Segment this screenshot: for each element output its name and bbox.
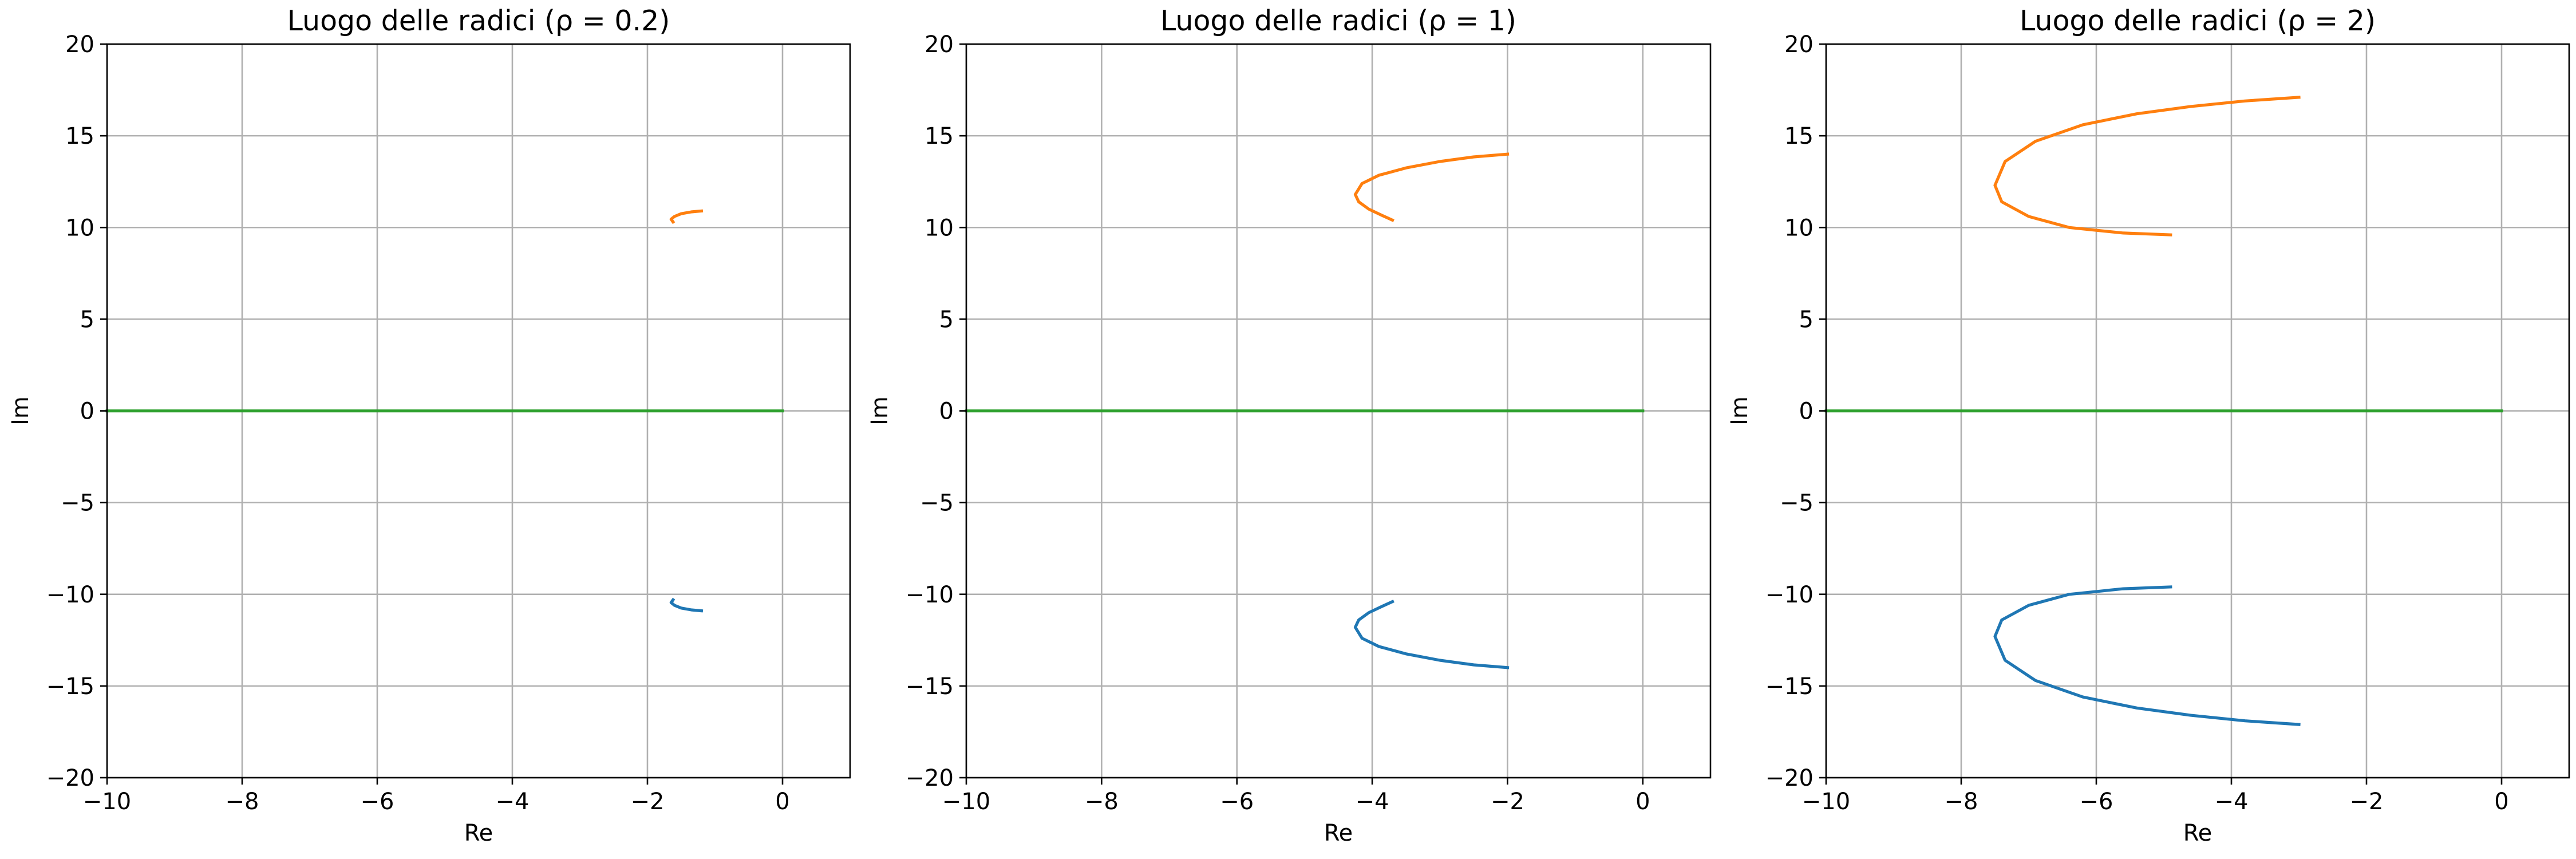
y-tick-label: −5	[920, 490, 954, 517]
x-tick-label: 0	[775, 789, 789, 815]
chart-title: Luogo delle radici (ρ = 2)	[2020, 5, 2376, 37]
y-tick-label: −10	[46, 582, 94, 608]
x-tick-label: −10	[942, 789, 990, 815]
chart-title: Luogo delle radici (ρ = 1)	[1160, 5, 1516, 37]
x-tick-label: −4	[1356, 789, 1389, 815]
x-axis-label: Re	[1324, 820, 1353, 846]
x-tick-label: −8	[1945, 789, 1978, 815]
locus-branch-2	[669, 209, 704, 224]
x-tick-label: −6	[2080, 789, 2113, 815]
x-tick-label: −2	[2350, 789, 2384, 815]
y-tick-label: 10	[924, 215, 954, 241]
x-tick-label: −2	[631, 789, 665, 815]
y-tick-label: −5	[61, 490, 94, 517]
y-tick-label: 0	[1799, 399, 1814, 425]
y-tick-label: −10	[1765, 582, 1814, 608]
y-tick-label: −20	[906, 765, 954, 791]
x-tick-label: −10	[83, 789, 131, 815]
y-tick-label: 5	[80, 306, 94, 333]
y-tick-label: 0	[939, 399, 954, 425]
y-tick-label: 15	[65, 123, 94, 149]
x-axis-label: Re	[464, 820, 493, 846]
x-tick-label: −2	[1491, 789, 1524, 815]
x-tick-label: −4	[2215, 789, 2249, 815]
x-tick-label: −8	[1085, 789, 1119, 815]
y-tick-label: −10	[906, 582, 954, 608]
x-tick-label: 0	[2494, 789, 2508, 815]
x-tick-label: −6	[1220, 789, 1254, 815]
y-tick-label: 20	[65, 31, 94, 58]
locus-branch-2	[1993, 96, 2301, 237]
x-tick-label: −4	[496, 789, 530, 815]
y-tick-label: 0	[80, 399, 94, 425]
y-tick-label: −15	[906, 673, 954, 700]
y-axis-label: Im	[867, 396, 893, 425]
y-tick-label: 15	[1784, 123, 1814, 149]
y-tick-label: 15	[924, 123, 954, 149]
x-axis-label: Re	[2183, 820, 2212, 846]
locus-branch-1	[1993, 585, 2301, 726]
x-tick-label: −8	[226, 789, 259, 815]
y-tick-label: 10	[65, 215, 94, 241]
y-axis-label: Im	[1726, 396, 1753, 425]
y-tick-label: 20	[1784, 31, 1814, 58]
y-axis-label: Im	[7, 396, 34, 425]
y-tick-label: 20	[924, 31, 954, 58]
x-tick-label: 0	[1635, 789, 1650, 815]
chart-title: Luogo delle radici (ρ = 0.2)	[287, 5, 670, 37]
y-tick-label: 10	[1784, 215, 1814, 241]
locus-branch-1	[669, 597, 704, 613]
x-tick-label: −10	[1802, 789, 1850, 815]
y-tick-label: −20	[46, 765, 94, 791]
y-tick-label: 5	[939, 306, 954, 333]
y-tick-label: −20	[1765, 765, 1814, 791]
y-tick-label: −5	[1780, 490, 1814, 517]
y-tick-label: −15	[1765, 673, 1814, 700]
y-tick-label: −15	[46, 673, 94, 700]
y-tick-label: 5	[1799, 306, 1814, 333]
x-tick-label: −6	[361, 789, 394, 815]
locus-branch-1	[1353, 600, 1510, 669]
locus-branch-2	[1353, 152, 1510, 222]
